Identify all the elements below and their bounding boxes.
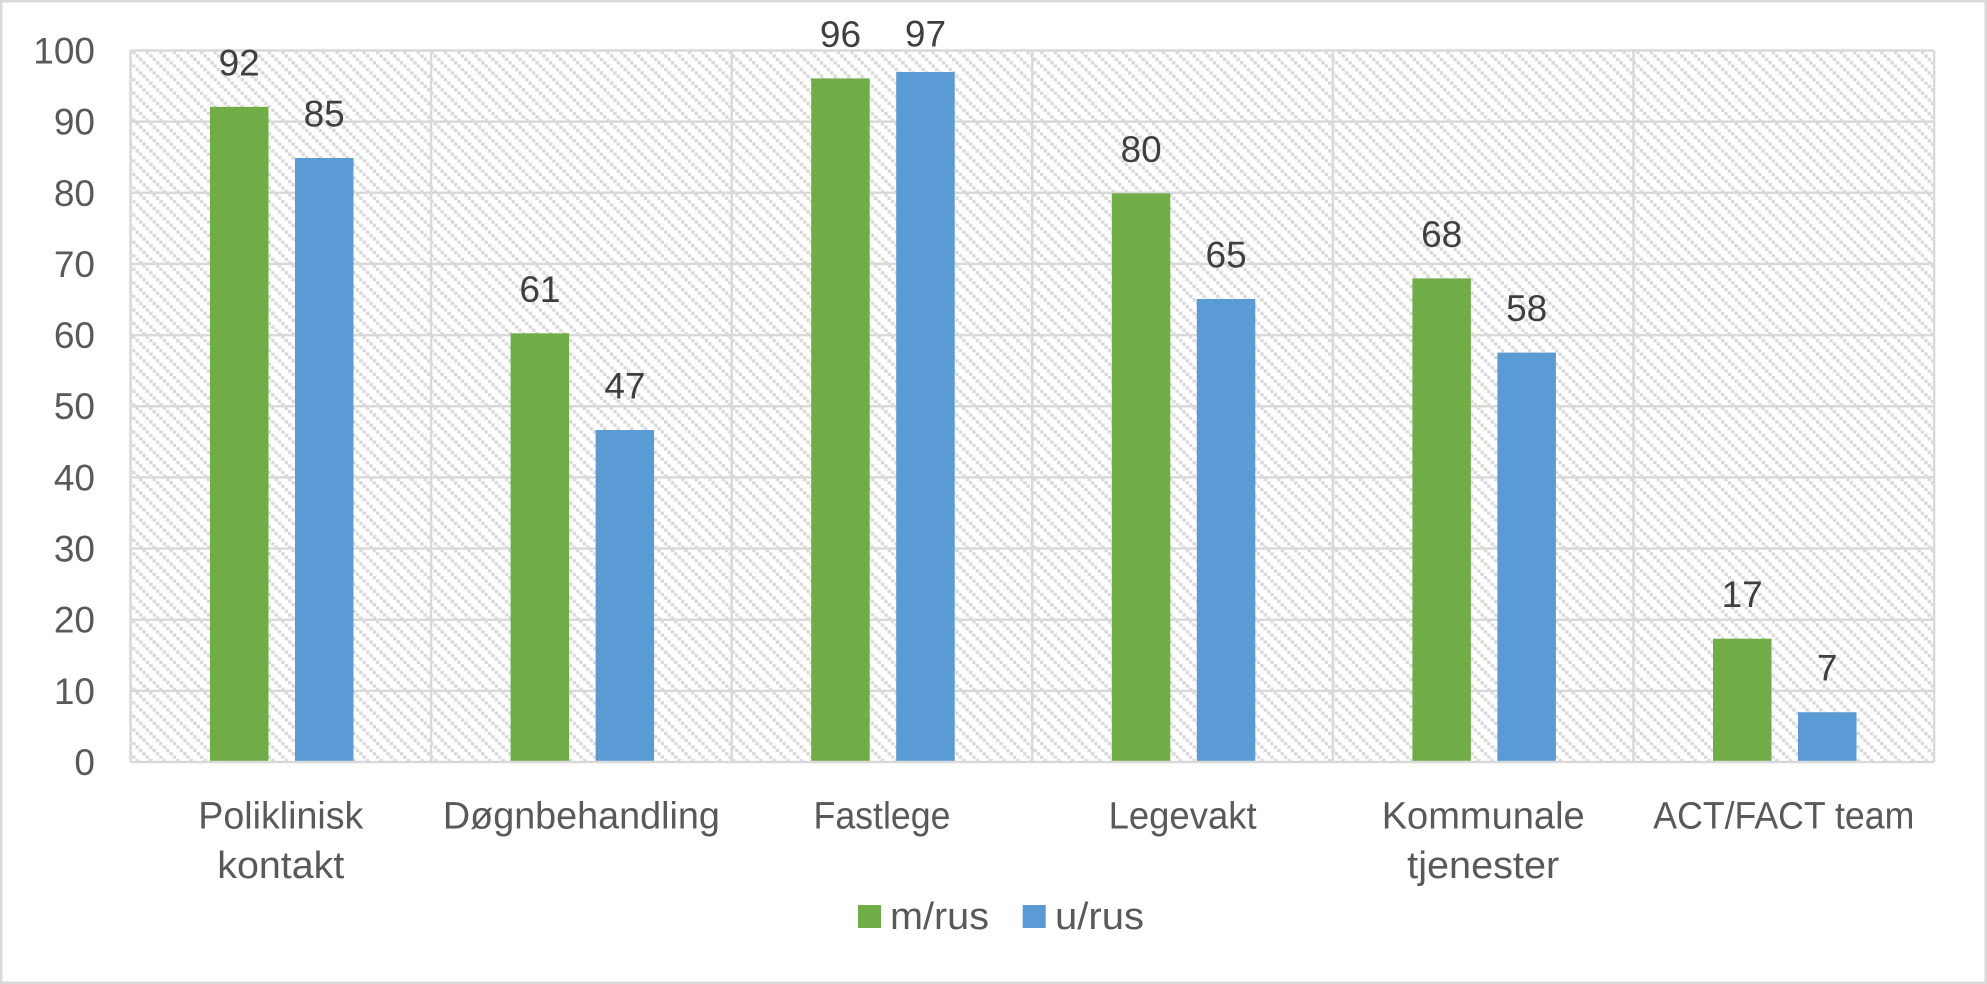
svg-text:97: 97 <box>905 14 946 55</box>
svg-text:Legevakt: Legevakt <box>1109 796 1257 838</box>
svg-text:0: 0 <box>74 742 95 783</box>
svg-text:40: 40 <box>54 457 95 498</box>
svg-text:ACT/FACT team: ACT/FACT team <box>1653 796 1914 838</box>
svg-text:m/rus: m/rus <box>890 896 989 938</box>
svg-text:90: 90 <box>54 102 95 143</box>
svg-text:85: 85 <box>304 94 345 135</box>
svg-text:Døgnbehandling: Døgnbehandling <box>443 796 720 838</box>
svg-text:kontakt: kontakt <box>217 845 344 887</box>
svg-text:50: 50 <box>54 386 95 427</box>
svg-text:Fastlege: Fastlege <box>814 796 951 838</box>
svg-text:80: 80 <box>54 173 95 214</box>
svg-text:68: 68 <box>1421 214 1462 255</box>
svg-text:Kommunale: Kommunale <box>1382 796 1585 838</box>
svg-text:65: 65 <box>1206 235 1247 276</box>
svg-text:47: 47 <box>604 366 645 407</box>
svg-text:30: 30 <box>54 529 95 570</box>
svg-text:100: 100 <box>33 31 95 72</box>
svg-text:20: 20 <box>54 600 95 641</box>
svg-text:92: 92 <box>219 42 260 83</box>
svg-text:70: 70 <box>54 244 95 285</box>
svg-text:61: 61 <box>519 269 560 310</box>
svg-text:u/rus: u/rus <box>1055 896 1144 938</box>
svg-text:10: 10 <box>54 671 95 712</box>
svg-text:58: 58 <box>1506 288 1547 329</box>
svg-text:Poliklinisk: Poliklinisk <box>198 796 364 838</box>
svg-text:17: 17 <box>1722 574 1763 615</box>
svg-text:80: 80 <box>1121 129 1162 170</box>
svg-text:tjenester: tjenester <box>1407 845 1559 887</box>
svg-text:7: 7 <box>1817 648 1838 689</box>
svg-text:60: 60 <box>54 315 95 356</box>
svg-text:96: 96 <box>820 14 861 55</box>
